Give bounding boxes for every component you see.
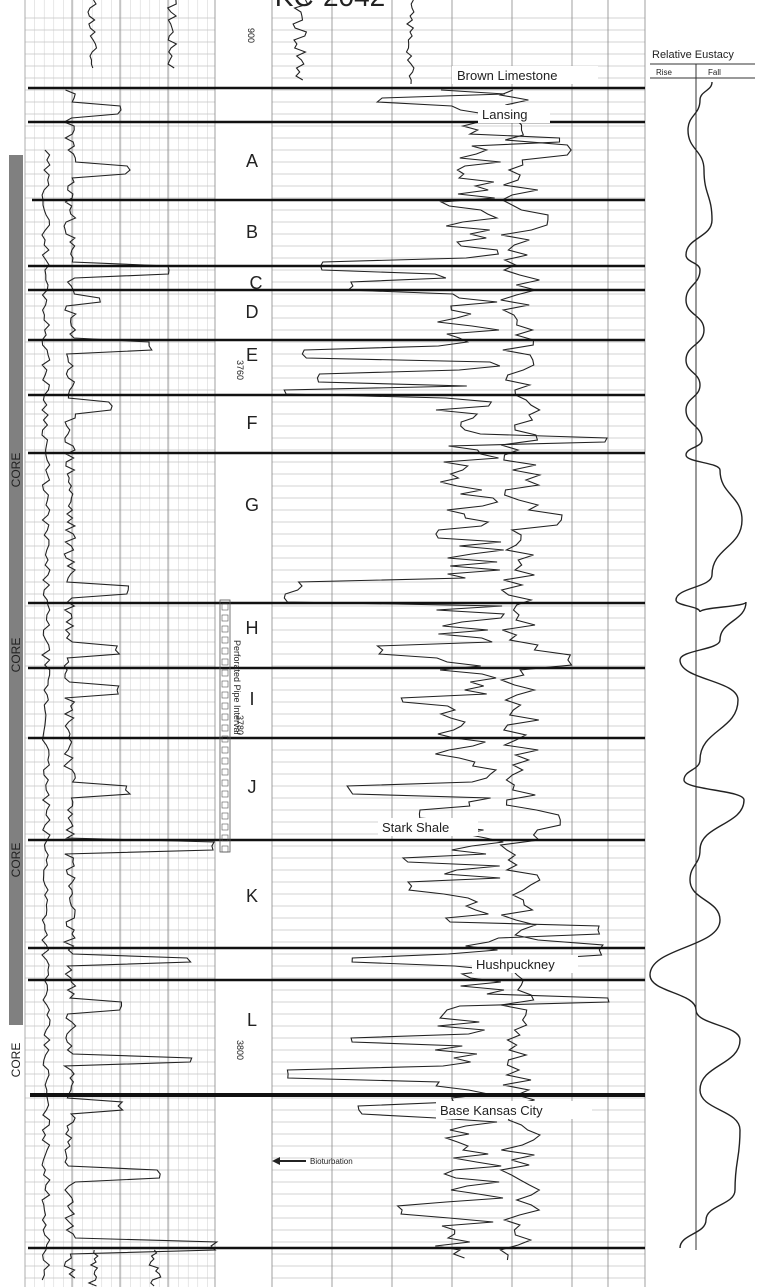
page-title: KC-2042 [275,0,386,12]
core-label-1: CORE [9,453,23,488]
depth-label-3: 3780 [235,715,245,735]
zone-label-g: G [245,495,259,515]
core-label-3: CORE [9,843,23,878]
core-label-2: CORE [9,638,23,673]
formation-label-hushpuckney: Hushpuckney [476,957,555,972]
zone-label-i: I [249,689,254,709]
zone-label-h: H [246,618,259,638]
depth-label-2: 3760 [235,360,245,380]
zone-boundaries [28,86,645,1250]
depth-label-4: 3800 [235,1040,245,1060]
zone-label-f: F [247,413,258,433]
zone-label-d: D [246,302,259,322]
zone-label-k: K [246,886,258,906]
perforation-label: Perforated Pipe Interval [232,640,242,735]
core-label-4: CORE [9,1043,23,1078]
zone-label-b: B [246,222,258,242]
zone-label-j: J [248,777,257,797]
zone-label-e: E [246,345,258,365]
formation-label-base-kansas-city: Base Kansas City [440,1103,543,1118]
depth-label-1: 900 [246,28,256,43]
bioturbation-label: Bioturbation [310,1157,353,1166]
zone-label-l: L [247,1010,257,1030]
zone-label-a: A [246,151,258,171]
log-curves [41,0,610,1287]
eustacy-title: Relative Eustacy [652,49,734,61]
formation-label-stark-shale: Stark Shale [382,820,449,835]
bioturbation-arrowhead [272,1157,280,1165]
perforated-pipe-column [219,599,231,853]
eustacy-rise-label: Rise [656,68,673,77]
formation-label-lansing: Lansing [482,107,528,122]
eustacy-curve [649,81,747,1249]
zone-label-c: C [250,273,263,293]
formation-label-brown-limestone: Brown Limestone [457,68,557,83]
core-bar [9,155,23,1025]
eustacy-fall-label: Fall [708,68,721,77]
